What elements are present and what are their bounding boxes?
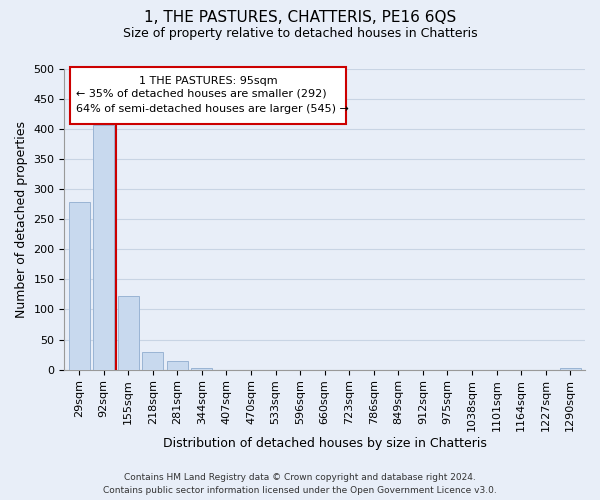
Bar bbox=[93, 125, 114, 370]
Text: Contains HM Land Registry data © Crown copyright and database right 2024.
Contai: Contains HM Land Registry data © Crown c… bbox=[103, 474, 497, 495]
Text: 64% of semi-detached houses are larger (545) →: 64% of semi-detached houses are larger (… bbox=[76, 104, 349, 114]
Text: ← 35% of detached houses are smaller (292): ← 35% of detached houses are smaller (29… bbox=[76, 89, 327, 99]
Bar bbox=[167, 360, 188, 370]
Text: 1, THE PASTURES, CHATTERIS, PE16 6QS: 1, THE PASTURES, CHATTERIS, PE16 6QS bbox=[144, 10, 456, 25]
Text: Size of property relative to detached houses in Chatteris: Size of property relative to detached ho… bbox=[122, 28, 478, 40]
X-axis label: Distribution of detached houses by size in Chatteris: Distribution of detached houses by size … bbox=[163, 437, 487, 450]
Bar bbox=[142, 352, 163, 370]
Bar bbox=[69, 202, 89, 370]
Bar bbox=[118, 296, 139, 370]
Bar bbox=[191, 368, 212, 370]
Bar bbox=[560, 368, 581, 370]
Y-axis label: Number of detached properties: Number of detached properties bbox=[15, 121, 28, 318]
Text: 1 THE PASTURES: 95sqm: 1 THE PASTURES: 95sqm bbox=[139, 76, 278, 86]
